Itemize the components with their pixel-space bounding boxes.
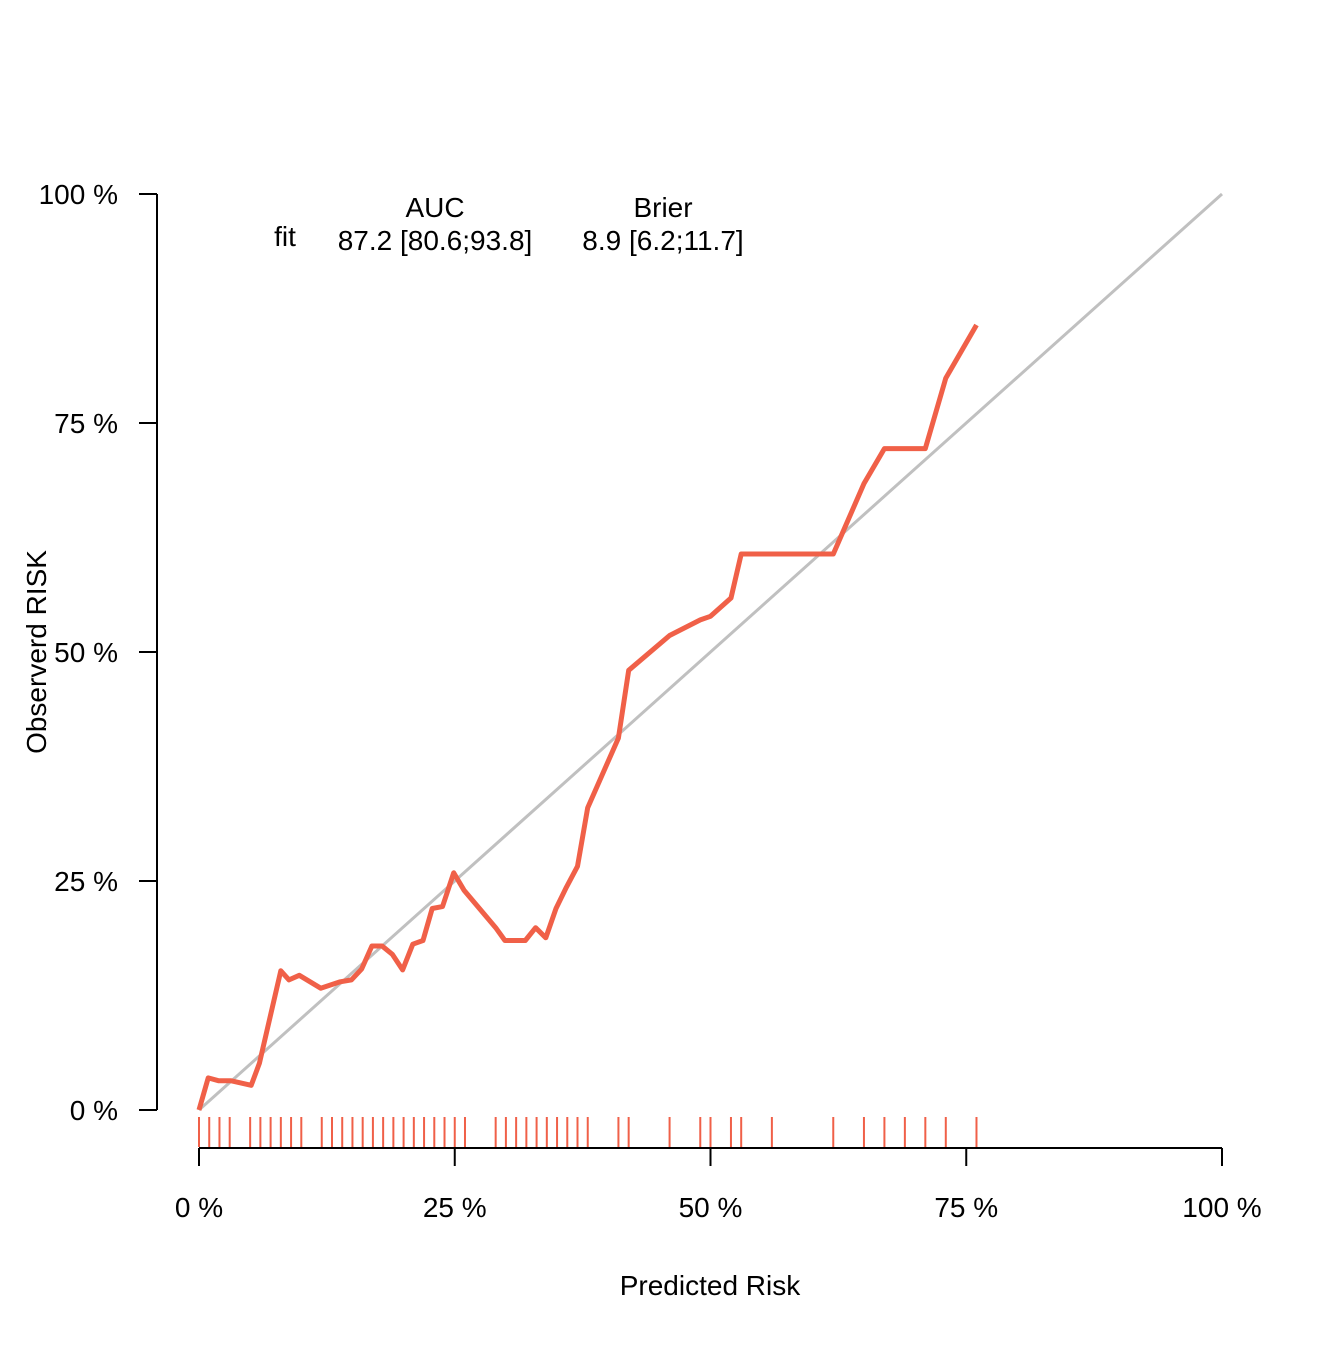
legend: AUC Brier fit 87.2 [80.6;93.8] 8.9 [6.2;… [274, 192, 744, 256]
y-axis-ticks: 0 % 25 % 50 % 75 % 100 % [39, 179, 157, 1126]
legend-header-brier: Brier [633, 192, 692, 223]
reference-layer [197, 192, 1224, 1112]
x-tick-label: 0 % [175, 1192, 223, 1223]
reference-diagonal-line [197, 192, 1224, 1112]
legend-row-brier: 8.9 [6.2;11.7] [582, 225, 743, 256]
rug-layer [198, 1117, 978, 1147]
series-layer [196, 323, 979, 1111]
x-tick-label: 75 % [934, 1192, 998, 1223]
legend-header-auc: AUC [405, 192, 464, 223]
legend-row-auc: 87.2 [80.6;93.8] [338, 225, 533, 256]
y-tick-label: 75 % [54, 408, 118, 439]
series-line-0 [196, 323, 979, 1111]
x-axis-ticks: 0 % 25 % 50 % 75 % 100 % [175, 1148, 1262, 1223]
axes-layer: 0 % 25 % 50 % 75 % 100 % 0 % 25 % 50 % 75 % 100 … [39, 179, 1262, 1223]
legend-row-name: fit [274, 221, 296, 252]
y-tick-label: 100 % [39, 179, 118, 210]
x-tick-label: 100 % [1182, 1192, 1261, 1223]
x-tick-label: 25 % [423, 1192, 487, 1223]
y-axis-label: Observerd RISK [21, 550, 52, 754]
y-tick-label: 0 % [70, 1095, 118, 1126]
y-tick-label: 25 % [54, 866, 118, 897]
y-tick-label: 50 % [54, 637, 118, 668]
x-axis-label: Predicted Risk [620, 1270, 802, 1301]
x-tick-label: 50 % [679, 1192, 743, 1223]
